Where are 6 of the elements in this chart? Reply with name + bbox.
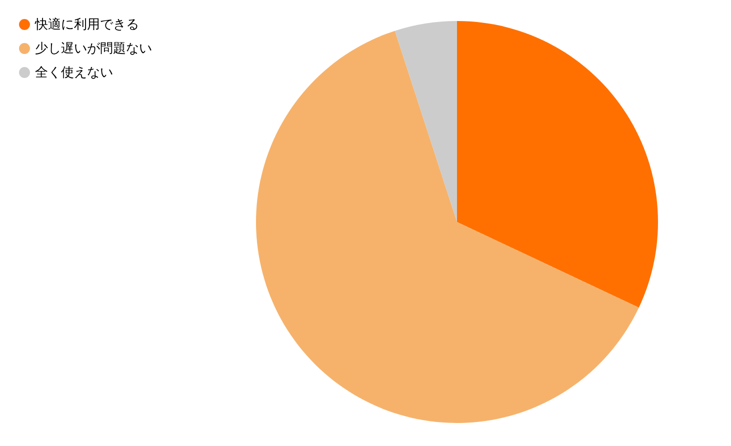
pie-slice — [256, 30, 639, 423]
legend-label: 快適に利用できる — [34, 16, 139, 32]
pie-slice — [457, 21, 658, 308]
legend-label: 全く使えない — [35, 66, 113, 80]
legend-label: 少し遅いが問題ない — [35, 42, 152, 56]
pie-slice — [394, 21, 457, 222]
